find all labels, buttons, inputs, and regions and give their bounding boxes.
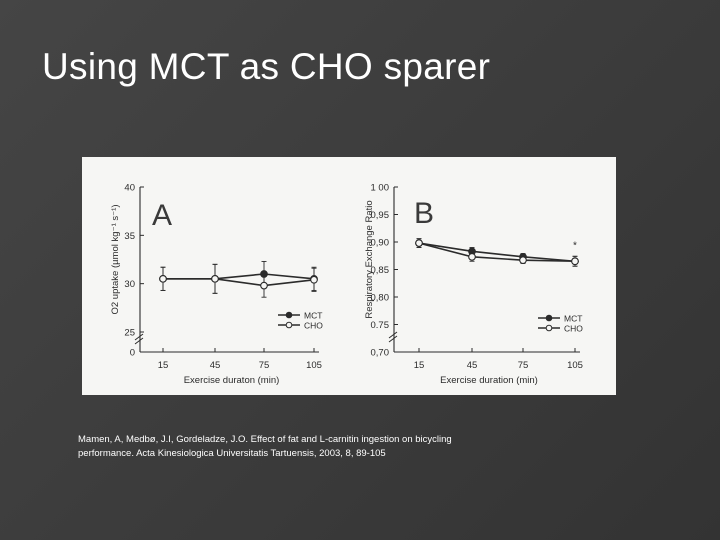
panel-a-legend-label: MCT	[304, 310, 322, 320]
panel-a-x-tick-label: 45	[210, 360, 221, 371]
panel-a-legend-marker	[285, 321, 293, 329]
panel-a-series-cho-point	[310, 275, 318, 284]
panel-b-y-tick-label: 0,70	[371, 348, 390, 359]
panel-b-series-cho-point	[519, 256, 527, 264]
panel-b-y-tick-label: 0,90	[371, 238, 390, 249]
panel-b-legend-marker	[545, 314, 553, 322]
panel-b-y-axis-label: Respiratory Exchange Ratio	[364, 200, 375, 318]
panel-b-x-tick-label: 105	[567, 360, 583, 371]
panel-b-x-tick-label: 15	[414, 360, 425, 371]
panel-a-axis-break-mark	[134, 333, 144, 345]
panel-b-y-tick-label: 1 00	[371, 183, 390, 194]
panel-b-legend-label: CHO	[564, 323, 583, 333]
panel-a-x-tick-label: 15	[158, 360, 169, 371]
panel-a-y-tick-label: 0	[130, 348, 135, 359]
panel-b-y-tick-label: 0,85	[371, 265, 390, 276]
panel-a-y-tick-label: 25	[124, 328, 135, 339]
panel-b-y-tick-label: 0,95	[371, 210, 390, 221]
panel-a-legend-marker	[285, 311, 293, 319]
panel-a-panel-label: A	[152, 199, 172, 232]
panel-b-axis-break-mark	[388, 331, 398, 343]
panel-b-series-cho-line	[418, 242, 576, 263]
panel-b-series-mct-line	[418, 242, 576, 263]
panel-a-series-cho-point	[159, 274, 167, 283]
panel-a-series-cho-line	[163, 278, 315, 287]
panel-a-x-axis-label: Exercise duraton (min)	[184, 375, 280, 386]
panel-a-x-tick-label: 75	[259, 360, 270, 371]
panel-a-y-tick-label: 40	[124, 183, 135, 194]
panel-b-x-tick-label: 75	[518, 360, 529, 371]
panel-a-series-cho-point	[260, 281, 268, 290]
panel-a-y-tick-label: 35	[124, 231, 135, 242]
slide-title: Using MCT as CHO sparer	[42, 46, 491, 87]
panel-a-x-tick-label: 105	[306, 360, 322, 371]
panel-b-x-axis-label: Exercise duration (min)	[440, 375, 538, 386]
panel-b-series-cho-point	[571, 257, 579, 266]
panel-b-series-cho-point	[415, 239, 423, 247]
panel-b-legend-label: MCT	[564, 313, 582, 323]
figure-svg: 0 25 30 35 40 15 45 75 105 Exercise duraton (min)…	[110, 183, 583, 387]
panel-a-series-cho-point	[211, 274, 219, 283]
panel-b-legend-marker	[545, 324, 553, 332]
citation-line-1: Mamen, A, Medbø, J.I, Gordeladze, J.O. E…	[78, 434, 452, 445]
panel-b-series-cho-point	[468, 252, 476, 261]
panel-a-y-tick-label: 30	[124, 279, 135, 290]
panel-a-y-axis-label: O2 uptake (µmol kg⁻¹ s⁻¹)	[110, 204, 121, 314]
citation-line-2: performance. Acta Kinesiologica Universi…	[78, 448, 386, 459]
figure-panel: 0 25 30 35 40 15 45 75 105 Exercise duraton (min)…	[82, 157, 616, 395]
panel-b-annotation: *	[573, 240, 577, 251]
panel-b-panel-label: B	[414, 197, 434, 230]
citation-caption: Mamen, A, Medbø, J.I, Gordeladze, J.O. E…	[78, 433, 538, 461]
panel-b-x-tick-label: 45	[467, 360, 478, 371]
panel-a-legend-label: CHO	[304, 320, 323, 330]
panel-b-y-tick-label: 0,80	[371, 293, 390, 304]
panel-b-y-tick-label: 0.75	[371, 320, 390, 331]
